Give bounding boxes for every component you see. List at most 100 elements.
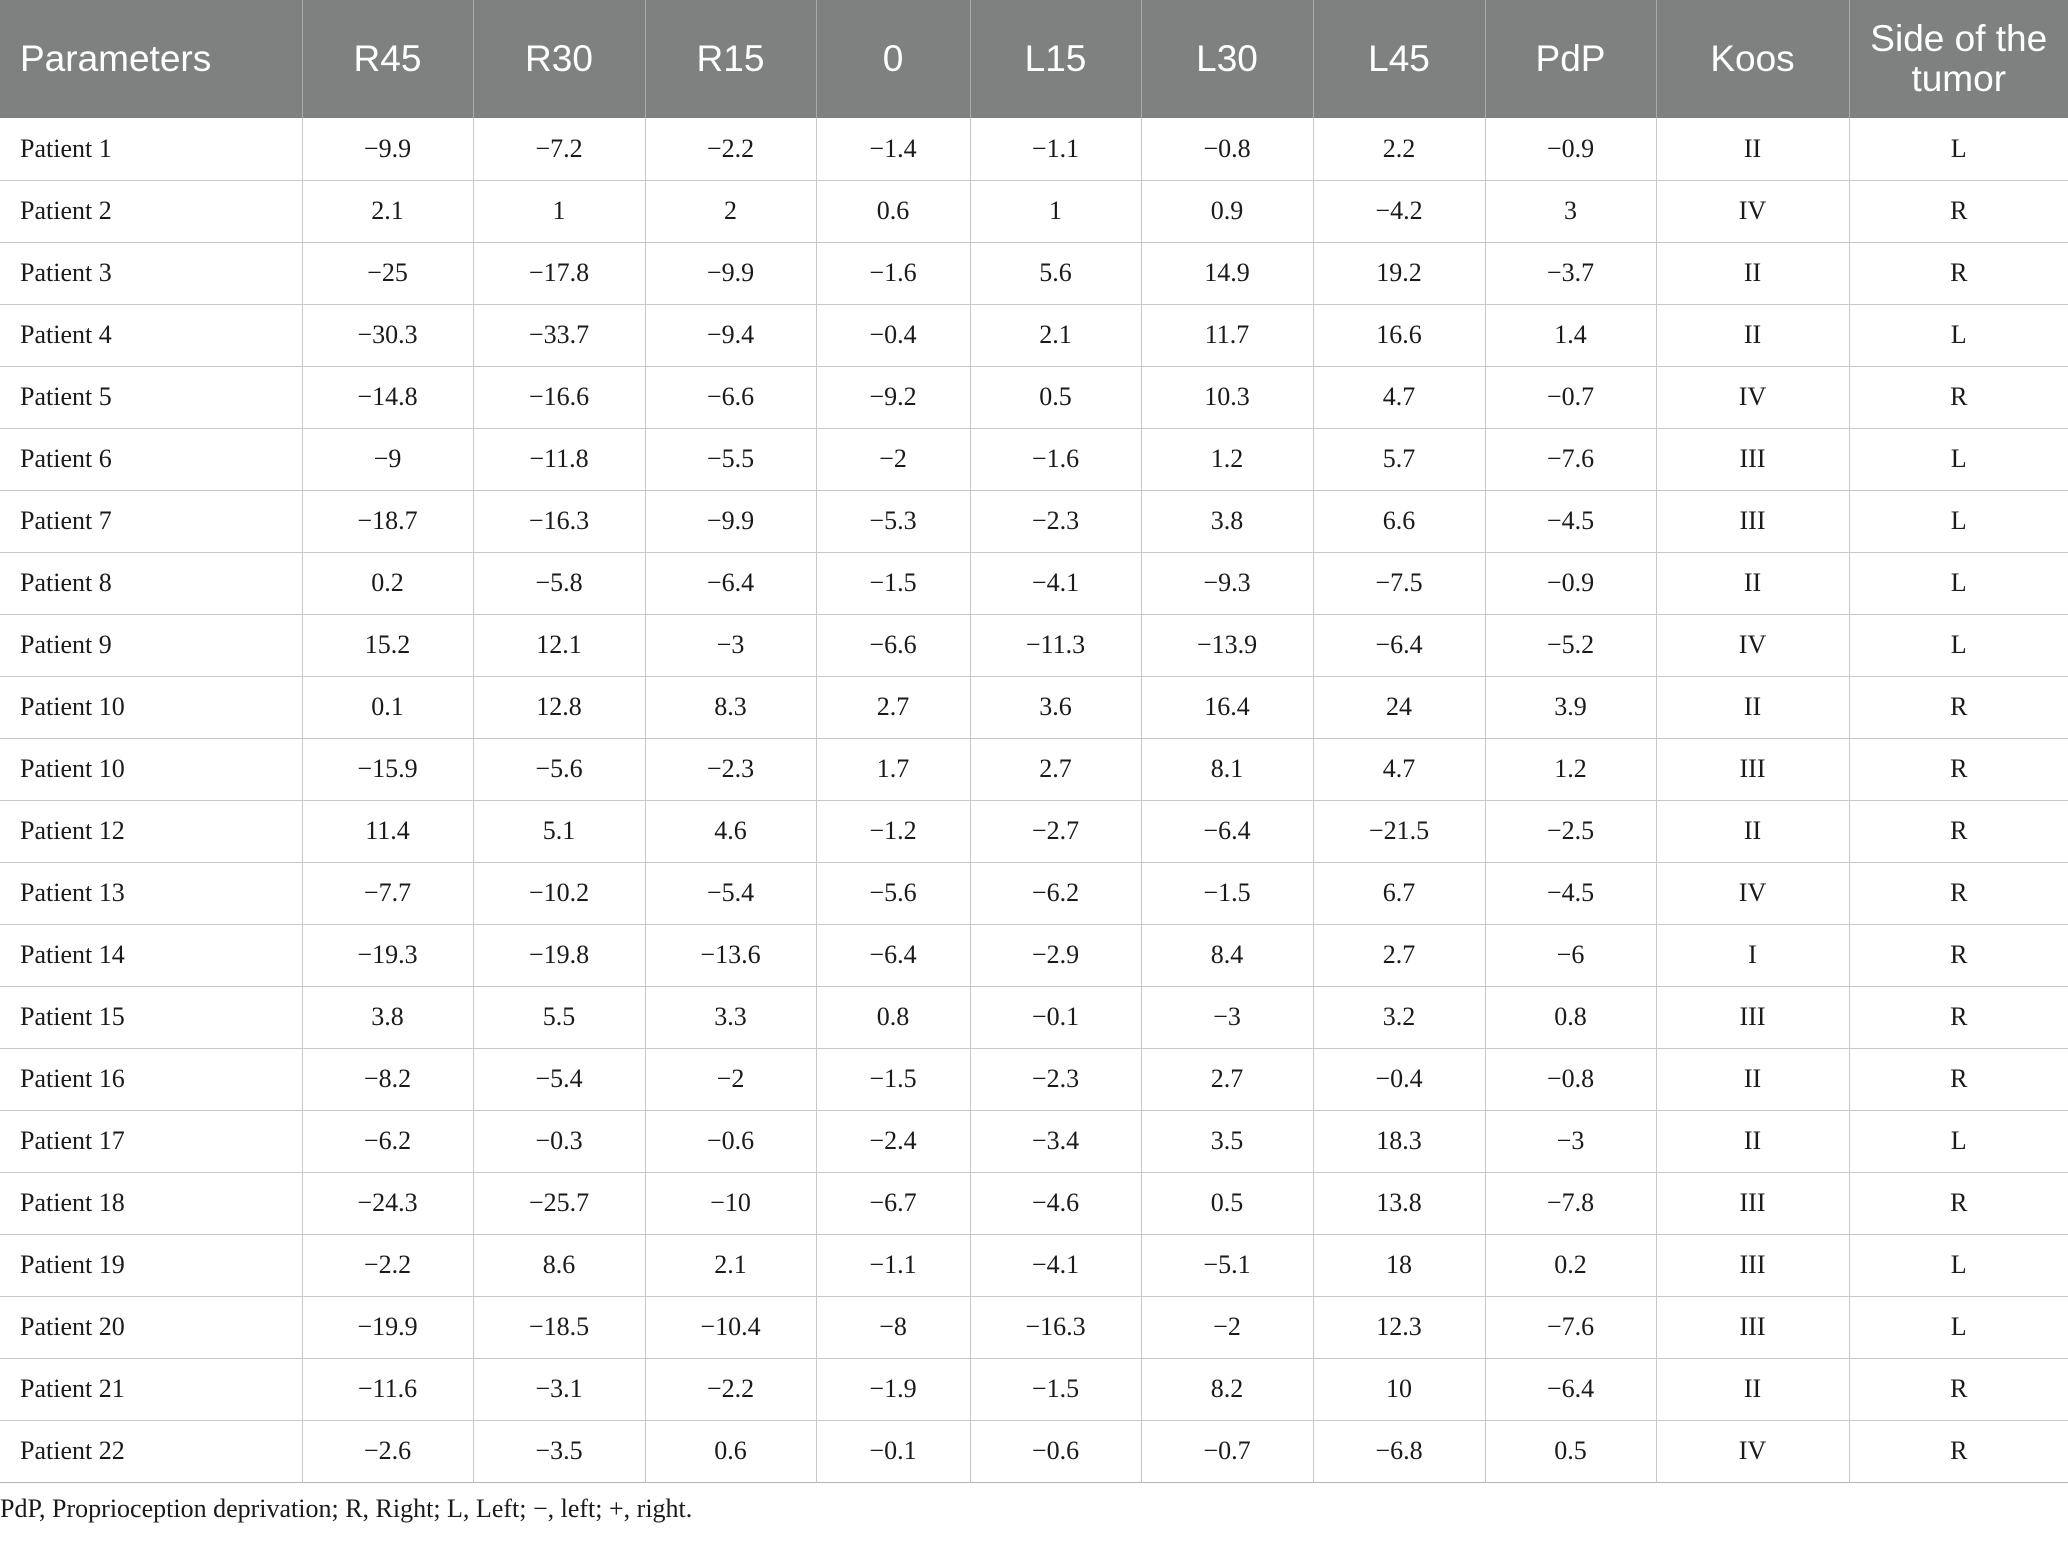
table-cell-l45: 3.2 <box>1313 986 1486 1049</box>
table-cell-koos: II <box>1656 304 1850 367</box>
table-cell-r30: −5.8 <box>473 552 646 615</box>
table-cell-zero: −1.5 <box>816 552 971 615</box>
table-cell-r15: 8.3 <box>645 676 817 739</box>
table-row: Patient 9 15.2 12.1 −3 −6.6 −11.3 −13.9 −6.4 −5.… <box>0 614 2068 677</box>
table-cell-r30: −0.3 <box>473 1110 646 1173</box>
table-cell-r30: 1 <box>473 180 646 243</box>
table-cell-l15: −1.6 <box>970 428 1142 491</box>
table-cell-r15: −5.4 <box>645 862 817 925</box>
table-row: Patient 7 −18.7 −16.3 −9.9 −5.3 −2.3 3.8 6.6 −4.… <box>0 490 2068 553</box>
table-cell-r45: −25 <box>302 242 474 305</box>
table-cell-zero: −1.5 <box>816 1048 971 1111</box>
table-cell-r30: 12.8 <box>473 676 646 739</box>
table-cell-l30: −0.8 <box>1141 118 1314 181</box>
table-cell-side-of-tumor: L <box>1849 1234 2068 1297</box>
table-cell-r45: 3.8 <box>302 986 474 1049</box>
table-cell-side-of-tumor: R <box>1849 862 2068 925</box>
table-cell-l30: 8.2 <box>1141 1358 1314 1421</box>
table-cell-l45: 24 <box>1313 676 1486 739</box>
table-cell-r15: −6.6 <box>645 366 817 429</box>
table-cell-koos: III <box>1656 1296 1850 1359</box>
table-cell-l30: 0.9 <box>1141 180 1314 243</box>
table-cell-l45: −4.2 <box>1313 180 1486 243</box>
table-cell-side-of-tumor: L <box>1849 428 2068 491</box>
table-cell-side-of-tumor: R <box>1849 986 2068 1049</box>
table-cell-r15: −0.6 <box>645 1110 817 1173</box>
table-cell-koos: III <box>1656 1172 1850 1235</box>
table-cell-l45: 6.6 <box>1313 490 1486 553</box>
table-cell-r30: −3.1 <box>473 1358 646 1421</box>
table-cell-zero: −1.9 <box>816 1358 971 1421</box>
header-cell-r30: R30 <box>473 0 646 118</box>
table-cell-pdp: −3.7 <box>1485 242 1657 305</box>
table-cell-parameters: Patient 8 <box>0 552 303 615</box>
table-cell-l45: 5.7 <box>1313 428 1486 491</box>
table-cell-r45: 2.1 <box>302 180 474 243</box>
table-cell-zero: −6.7 <box>816 1172 971 1235</box>
table-cell-zero: −2 <box>816 428 971 491</box>
table-cell-r30: −7.2 <box>473 118 646 181</box>
table-cell-zero: −2.4 <box>816 1110 971 1173</box>
table-cell-koos: II <box>1656 800 1850 863</box>
table-cell-koos: I <box>1656 924 1850 987</box>
table-cell-pdp: 0.2 <box>1485 1234 1657 1297</box>
table-cell-pdp: −0.9 <box>1485 552 1657 615</box>
table-cell-r15: −3 <box>645 614 817 677</box>
table-row: Patient 2 2.1 1 2 0.6 1 0.9 −4.2 3 IV R <box>0 180 2068 243</box>
table-cell-side-of-tumor: R <box>1849 242 2068 305</box>
table-cell-parameters: Patient 4 <box>0 304 303 367</box>
table-cell-parameters: Patient 21 <box>0 1358 303 1421</box>
table-cell-l30: −1.5 <box>1141 862 1314 925</box>
table-cell-side-of-tumor: R <box>1849 366 2068 429</box>
table-cell-r15: −2.2 <box>645 118 817 181</box>
table-cell-side-of-tumor: L <box>1849 614 2068 677</box>
table-cell-r45: 15.2 <box>302 614 474 677</box>
table-cell-l15: −1.1 <box>970 118 1142 181</box>
table-cell-l30: 1.2 <box>1141 428 1314 491</box>
table-cell-parameters: Patient 17 <box>0 1110 303 1173</box>
table-cell-r15: −2 <box>645 1048 817 1111</box>
table-row: Patient 16 −8.2 −5.4 −2 −1.5 −2.3 2.7 −0.4 −0.8 I… <box>0 1048 2068 1111</box>
header-cell-l30: L30 <box>1141 0 1314 118</box>
table-cell-side-of-tumor: R <box>1849 800 2068 863</box>
table-cell-parameters: Patient 13 <box>0 862 303 925</box>
table-cell-r30: −17.8 <box>473 242 646 305</box>
table-cell-r45: −8.2 <box>302 1048 474 1111</box>
table-cell-pdp: −7.6 <box>1485 1296 1657 1359</box>
table-cell-side-of-tumor: L <box>1849 552 2068 615</box>
table-cell-koos: II <box>1656 118 1850 181</box>
table-cell-r30: −10.2 <box>473 862 646 925</box>
header-cell-koos: Koos <box>1656 0 1850 118</box>
table-cell-l30: 3.5 <box>1141 1110 1314 1173</box>
table-cell-pdp: 1.2 <box>1485 738 1657 801</box>
table-cell-zero: 2.7 <box>816 676 971 739</box>
table-cell-r15: −9.4 <box>645 304 817 367</box>
table-cell-l30: 8.4 <box>1141 924 1314 987</box>
table-cell-parameters: Patient 12 <box>0 800 303 863</box>
table-cell-r30: −5.4 <box>473 1048 646 1111</box>
table-cell-parameters: Patient 6 <box>0 428 303 491</box>
table-cell-r45: −30.3 <box>302 304 474 367</box>
table-cell-r30: −16.6 <box>473 366 646 429</box>
table-cell-l15: 1 <box>970 180 1142 243</box>
table-cell-parameters: Patient 7 <box>0 490 303 553</box>
table-cell-l15: 2.7 <box>970 738 1142 801</box>
table-cell-r30: −3.5 <box>473 1420 646 1483</box>
table-cell-pdp: −3 <box>1485 1110 1657 1173</box>
table-cell-l30: −3 <box>1141 986 1314 1049</box>
table-cell-r45: −18.7 <box>302 490 474 553</box>
table-cell-side-of-tumor: L <box>1849 118 2068 181</box>
table-cell-zero: 0.8 <box>816 986 971 1049</box>
table-cell-pdp: −5.2 <box>1485 614 1657 677</box>
table-cell-r45: −11.6 <box>302 1358 474 1421</box>
data-table: Parameters R45 R30 R15 0 L15 L30 L45 PdP… <box>0 0 2068 1483</box>
table-cell-side-of-tumor: L <box>1849 1296 2068 1359</box>
table-cell-l45: 6.7 <box>1313 862 1486 925</box>
table-row: Patient 14 −19.3 −19.8 −13.6 −6.4 −2.9 8.4 2.7−… <box>0 924 2068 987</box>
table-cell-parameters: Patient 22 <box>0 1420 303 1483</box>
table-cell-r15: −9.9 <box>645 490 817 553</box>
table-row: Patient 6 −9 −11.8 −5.5 −2 −1.6 1.2 5.7 −7.6 III L <box>0 428 2068 491</box>
table-cell-koos: IV <box>1656 614 1850 677</box>
table-cell-zero: −8 <box>816 1296 971 1359</box>
table-cell-l15: −4.6 <box>970 1172 1142 1235</box>
